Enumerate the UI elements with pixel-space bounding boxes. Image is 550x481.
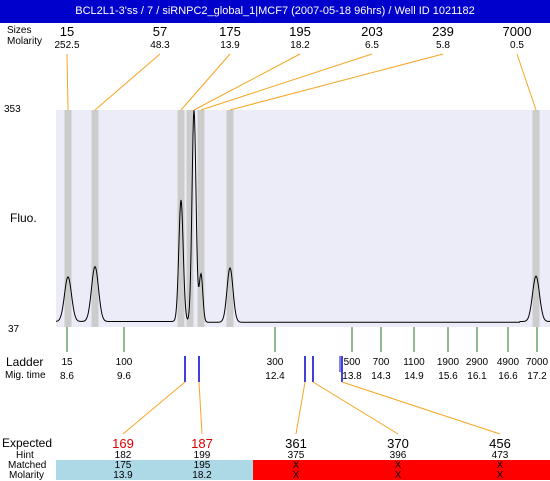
peak-band — [532, 110, 540, 327]
peak-molarity-label: 48.3 — [150, 40, 170, 51]
peak-connector — [94, 53, 161, 111]
ladder-size-label: 2900 — [465, 357, 489, 368]
peak-size-label: 7000 — [502, 24, 532, 39]
mig-time-label: Mig. time — [5, 370, 46, 381]
peak-size-label: 15 — [59, 24, 75, 39]
hint-label-value: 182 — [114, 450, 132, 461]
ladder-mig-time-label: 14.3 — [371, 371, 391, 382]
ladder-mig-time-label: 13.8 — [342, 371, 362, 382]
fluorescence-trace — [55, 109, 550, 323]
matched-molarity-label: X — [292, 470, 300, 481]
peak-molarity-label: 18.2 — [290, 40, 310, 51]
hint-label-value: 199 — [193, 450, 211, 461]
peak-size-label: 57 — [152, 24, 168, 39]
peak-connector — [180, 53, 231, 111]
ladder-mig-time-label: 16.6 — [498, 371, 518, 382]
matched-molarity-label: 18.2 — [192, 470, 212, 481]
expected-size-label: 361 — [285, 436, 307, 451]
peak-molarity-label: 13.9 — [220, 40, 240, 51]
peak-connector — [193, 53, 301, 111]
ladder-mig-time-label: 15.6 — [438, 371, 458, 382]
y-axis-min-label: 37 — [8, 324, 20, 335]
peak-size-label: 203 — [361, 24, 383, 39]
matched-molarity-label: 13.9 — [113, 470, 133, 481]
molarity-row-label: Molarity — [9, 470, 45, 481]
matched-fail-bar — [253, 460, 550, 480]
matched-size-label: 195 — [193, 460, 211, 471]
expected-label: Expected — [2, 436, 53, 450]
peak-molarity-label: 252.5 — [54, 40, 80, 51]
ladder-mig-time-label: 9.6 — [117, 371, 131, 382]
peak-molarity-label: Molarity — [7, 36, 43, 47]
matched-label: Matched — [8, 460, 47, 471]
ladder-size-label: 500 — [343, 357, 361, 368]
ladder-size-label: 300 — [266, 357, 284, 368]
expected-connector — [341, 381, 501, 435]
ladder-size-label: 100 — [115, 357, 133, 368]
peak-molarity-label: 5.8 — [436, 40, 450, 51]
ladder-label: Ladder — [6, 355, 44, 369]
peak-molarity-label: 6.5 — [365, 40, 379, 51]
expected-connector — [312, 381, 399, 435]
expected-size-label: 187 — [191, 436, 213, 451]
peak-band — [177, 110, 185, 327]
peak-size-label: 175 — [219, 24, 241, 39]
matched-size-label: X — [394, 460, 402, 471]
expected-connector — [122, 381, 186, 435]
ladder-size-label: 700 — [372, 357, 390, 368]
peak-band — [226, 110, 234, 327]
peak-sizes-label: Sizes — [7, 25, 32, 36]
expected-size-label: 456 — [489, 436, 511, 451]
ladder-mig-time-label: 16.1 — [467, 371, 487, 382]
peak-band — [197, 110, 205, 327]
peak-band — [91, 110, 99, 327]
matched-molarity-label: X — [394, 470, 402, 481]
hint-label: Hint — [16, 450, 34, 461]
expected-connector — [295, 381, 306, 435]
matched-ok-bar — [56, 460, 253, 480]
ladder-size-label: 1900 — [436, 357, 460, 368]
peak-size-label: 195 — [289, 24, 311, 39]
peak-band — [186, 110, 194, 327]
ladder-mig-time-label: 17.2 — [527, 371, 547, 382]
ladder-size-label: 1100 — [403, 357, 425, 368]
ladder-mig-time-label: 8.6 — [60, 371, 74, 382]
ladder-mig-time-label: 14.9 — [404, 371, 424, 382]
matched-size-label: X — [496, 460, 504, 471]
peak-band — [64, 110, 72, 327]
ladder-size-label: 7000 — [525, 357, 549, 368]
matched-size-label: X — [292, 460, 300, 471]
matched-molarity-label: X — [496, 470, 504, 481]
ladder-size-label: 15 — [61, 357, 73, 368]
peak-connector — [516, 53, 537, 111]
ladder-mig-time-label: 12.4 — [265, 371, 285, 382]
matched-size-label: 175 — [114, 460, 132, 471]
expected-connector — [198, 381, 203, 435]
y-axis-max-label: 353 — [4, 104, 21, 115]
peak-connector — [229, 53, 444, 111]
ladder-size-label: 4900 — [496, 357, 520, 368]
peak-connector — [66, 53, 69, 111]
chart-title: BCL2L1-3'ss / 7 / siRNPC2_global_1|MCF7 … — [0, 0, 550, 23]
expected-size-label: 169 — [112, 436, 134, 451]
hint-label-value: 473 — [491, 450, 509, 461]
hint-label-value: 396 — [389, 450, 407, 461]
plot-area — [56, 110, 550, 327]
expected-size-label: 370 — [387, 436, 409, 451]
hint-label-value: 375 — [287, 450, 305, 461]
peak-size-label: 239 — [432, 24, 454, 39]
peak-molarity-label: 0.5 — [510, 40, 524, 51]
y-axis-title: Fluo. — [10, 211, 37, 225]
peak-connector — [200, 53, 373, 111]
